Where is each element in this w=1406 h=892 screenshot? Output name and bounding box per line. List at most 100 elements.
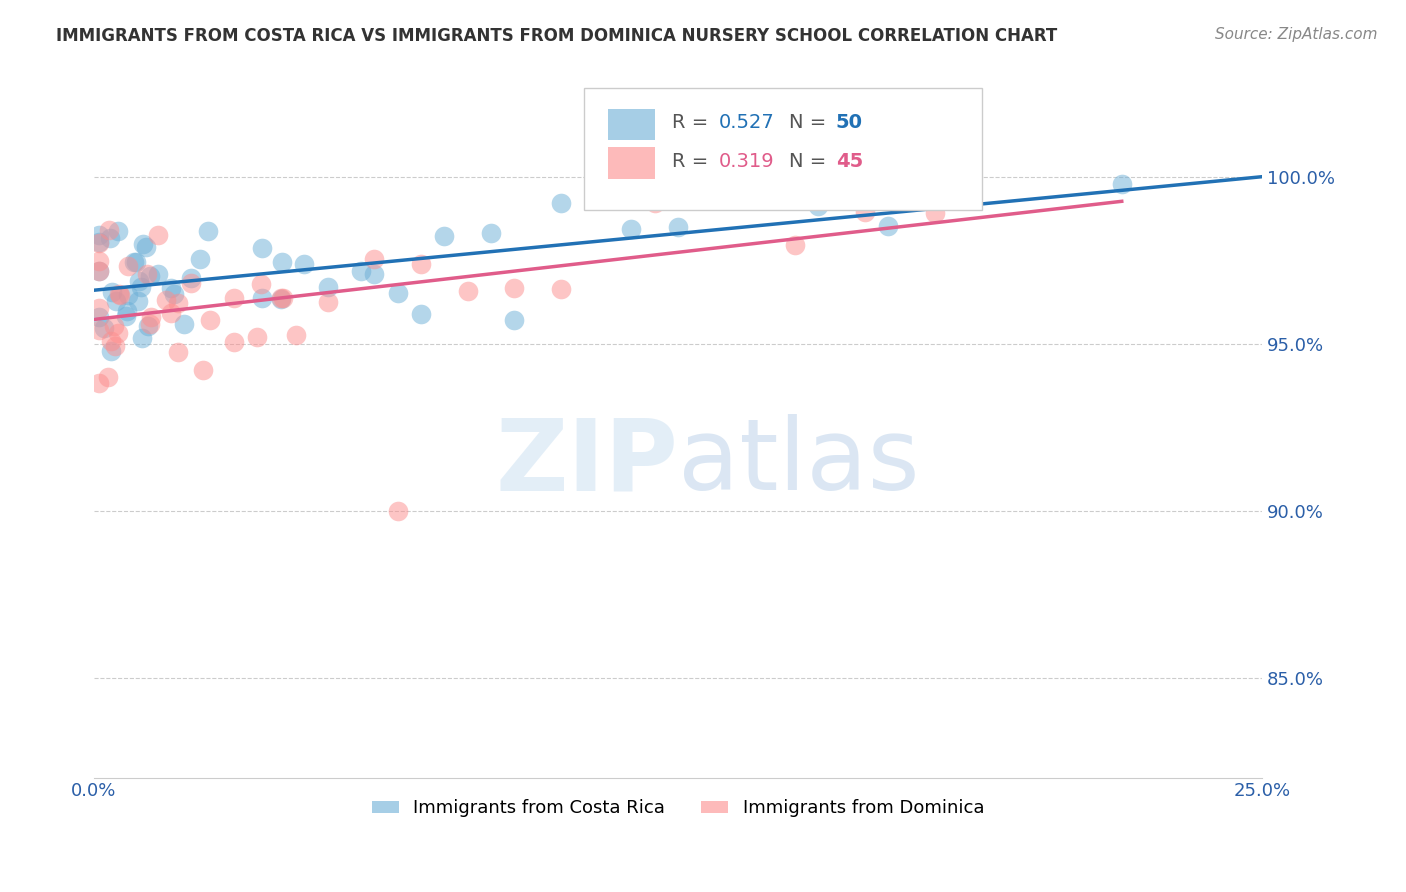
Immigrants from Costa Rica: [107, 224, 129, 238]
Immigrants from Dominica: [87, 264, 110, 278]
Immigrants from Dominica: [316, 294, 339, 309]
Immigrants from Costa Rica: [350, 264, 373, 278]
Immigrants from Costa Rica: [807, 199, 830, 213]
Immigrants from Costa Rica: [666, 220, 689, 235]
Immigrants from Costa Rica: [98, 231, 121, 245]
Immigrants from Dominica: [246, 330, 269, 344]
Immigrants from Costa Rica: [129, 280, 152, 294]
Immigrants from Costa Rica: [550, 196, 572, 211]
Immigrants from Dominica: [141, 310, 163, 325]
Immigrants from Costa Rica: [503, 313, 526, 327]
Text: 0.319: 0.319: [718, 152, 775, 171]
Immigrants from Dominica: [503, 281, 526, 295]
Immigrants from Dominica: [117, 259, 139, 273]
Immigrants from Dominica: [87, 376, 110, 390]
Immigrants from Dominica: [783, 237, 806, 252]
Immigrants from Costa Rica: [89, 264, 111, 278]
Immigrants from Costa Rica: [188, 252, 211, 266]
Immigrants from Costa Rica: [125, 255, 148, 269]
Immigrants from Costa Rica: [270, 255, 292, 269]
Immigrants from Dominica: [155, 293, 177, 308]
Immigrants from Dominica: [160, 305, 183, 319]
Immigrants from Dominica: [409, 257, 432, 271]
FancyBboxPatch shape: [585, 88, 981, 211]
Immigrants from Costa Rica: [316, 280, 339, 294]
Immigrants from Costa Rica: [89, 310, 111, 325]
Immigrants from Costa Rica: [479, 227, 502, 241]
Immigrants from Dominica: [457, 284, 479, 298]
Immigrants from Dominica: [713, 162, 735, 177]
Immigrants from Costa Rica: [124, 255, 146, 269]
Text: Source: ZipAtlas.com: Source: ZipAtlas.com: [1215, 27, 1378, 42]
Immigrants from Costa Rica: [138, 268, 160, 283]
Immigrants from Dominica: [180, 276, 202, 290]
Immigrants from Costa Rica: [409, 307, 432, 321]
Text: 45: 45: [835, 152, 863, 171]
Immigrants from Costa Rica: [737, 194, 759, 208]
Immigrants from Dominica: [853, 205, 876, 219]
Legend: Immigrants from Costa Rica, Immigrants from Dominica: Immigrants from Costa Rica, Immigrants f…: [364, 792, 991, 824]
Immigrants from Dominica: [363, 252, 385, 266]
Immigrants from Costa Rica: [127, 293, 149, 308]
Immigrants from Costa Rica: [252, 291, 274, 305]
Immigrants from Dominica: [146, 227, 169, 242]
Immigrants from Costa Rica: [104, 293, 127, 308]
Text: 0.527: 0.527: [718, 113, 775, 132]
Immigrants from Costa Rica: [115, 304, 138, 318]
Immigrants from Costa Rica: [197, 224, 219, 238]
Immigrants from Costa Rica: [270, 292, 292, 306]
Text: 50: 50: [835, 113, 863, 132]
Immigrants from Costa Rica: [117, 287, 139, 301]
Immigrants from Dominica: [222, 292, 245, 306]
Immigrants from Dominica: [270, 291, 292, 305]
Immigrants from Dominica: [271, 291, 294, 305]
Immigrants from Costa Rica: [387, 286, 409, 301]
Immigrants from Dominica: [191, 363, 214, 377]
Immigrants from Dominica: [87, 323, 110, 337]
Immigrants from Dominica: [107, 287, 129, 301]
Immigrants from Costa Rica: [115, 309, 138, 323]
Immigrants from Costa Rica: [620, 221, 643, 235]
Immigrants from Dominica: [135, 267, 157, 281]
Immigrants from Costa Rica: [128, 274, 150, 288]
Text: atlas: atlas: [678, 414, 920, 511]
Immigrants from Costa Rica: [180, 271, 202, 285]
Immigrants from Dominica: [250, 277, 273, 291]
Immigrants from Costa Rica: [433, 229, 456, 244]
Text: IMMIGRANTS FROM COSTA RICA VS IMMIGRANTS FROM DOMINICA NURSERY SCHOOL CORRELATIO: IMMIGRANTS FROM COSTA RICA VS IMMIGRANTS…: [56, 27, 1057, 45]
Immigrants from Costa Rica: [1111, 177, 1133, 191]
Immigrants from Costa Rica: [173, 317, 195, 331]
Immigrants from Dominica: [166, 345, 188, 359]
Immigrants from Dominica: [138, 318, 160, 332]
Immigrants from Costa Rica: [292, 257, 315, 271]
Immigrants from Dominica: [100, 334, 122, 348]
Immigrants from Costa Rica: [131, 331, 153, 345]
Immigrants from Dominica: [98, 223, 121, 237]
Immigrants from Dominica: [104, 339, 127, 353]
Immigrants from Dominica: [103, 319, 125, 334]
FancyBboxPatch shape: [607, 109, 655, 140]
Immigrants from Dominica: [644, 196, 666, 211]
Immigrants from Dominica: [550, 282, 572, 296]
Text: N =: N =: [789, 113, 832, 132]
Immigrants from Costa Rica: [131, 237, 153, 252]
Immigrants from Costa Rica: [160, 281, 183, 295]
Immigrants from Dominica: [87, 235, 110, 250]
Immigrants from Costa Rica: [101, 285, 124, 299]
FancyBboxPatch shape: [607, 147, 655, 179]
Immigrants from Dominica: [924, 206, 946, 220]
Immigrants from Dominica: [87, 301, 110, 316]
Immigrants from Dominica: [198, 313, 221, 327]
Immigrants from Costa Rica: [162, 287, 184, 301]
Immigrants from Costa Rica: [100, 343, 122, 358]
Immigrants from Dominica: [222, 334, 245, 349]
Text: ZIP: ZIP: [495, 414, 678, 511]
Immigrants from Costa Rica: [87, 227, 110, 242]
Immigrants from Dominica: [107, 326, 129, 340]
Text: R =: R =: [672, 113, 714, 132]
Text: N =: N =: [789, 152, 832, 171]
Immigrants from Costa Rica: [135, 240, 157, 254]
Immigrants from Dominica: [97, 369, 120, 384]
Immigrants from Costa Rica: [250, 241, 273, 255]
Text: R =: R =: [672, 152, 714, 171]
